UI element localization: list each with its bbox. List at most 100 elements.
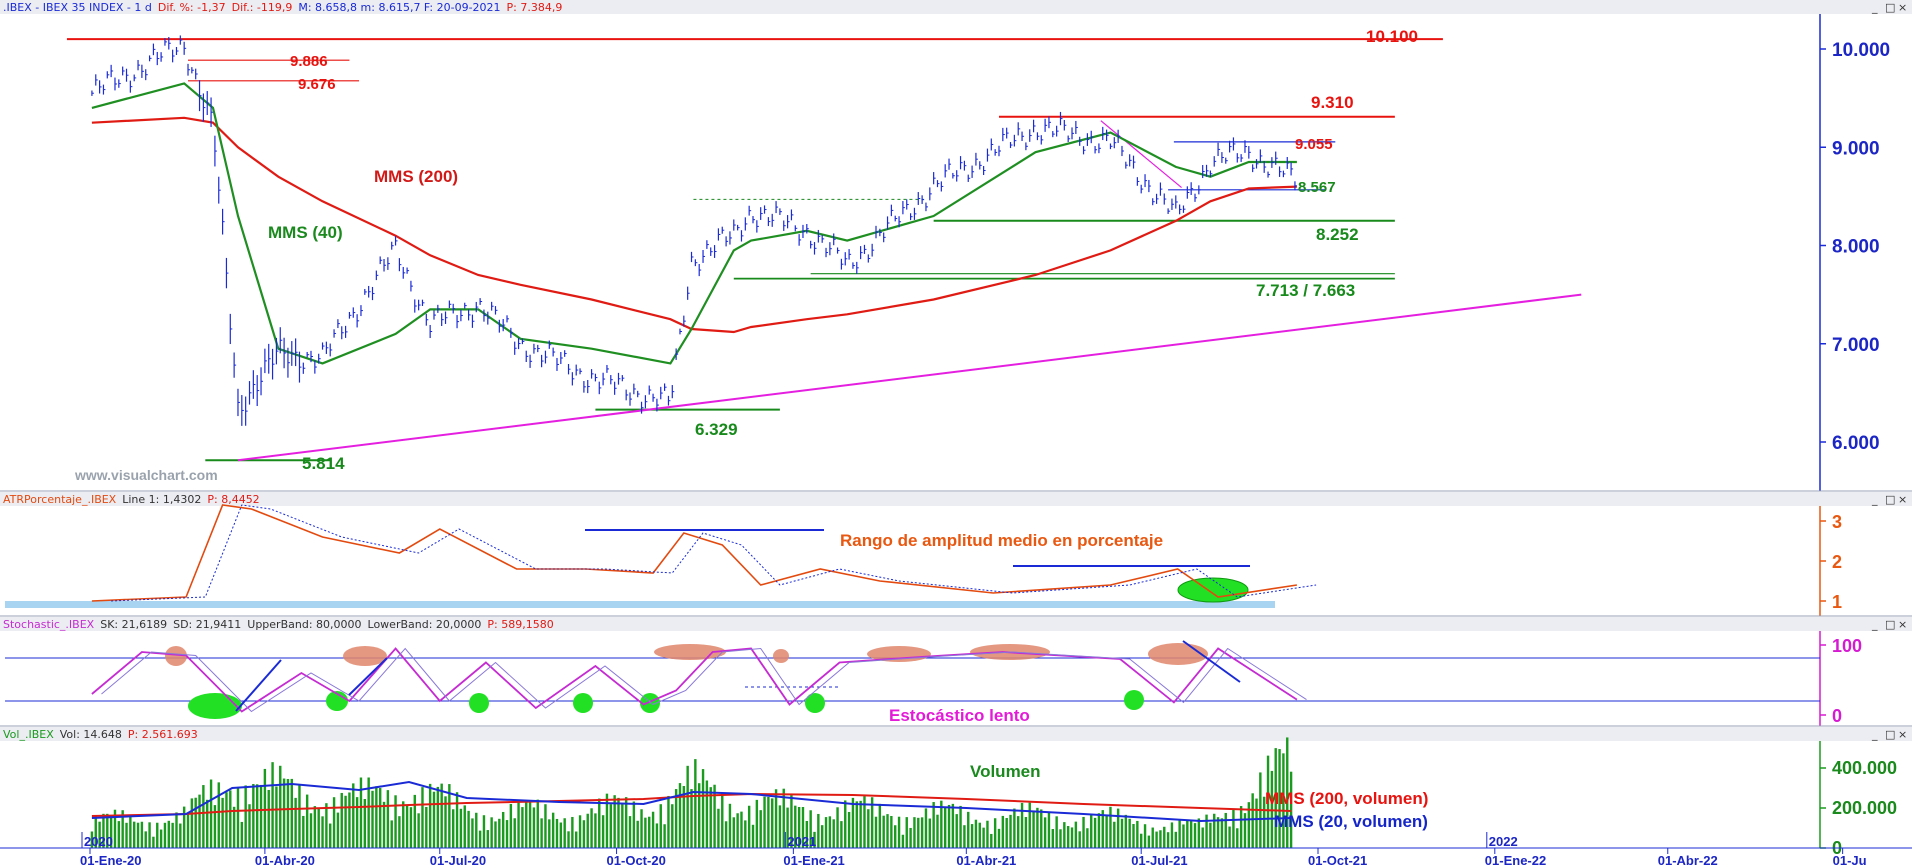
volume-bar: [832, 819, 835, 848]
volume-bar: [682, 786, 686, 848]
maximize-icon[interactable]: □: [1885, 728, 1895, 741]
volume-bar: [294, 797, 297, 848]
volume-bar: [1147, 835, 1151, 848]
maximize-icon[interactable]: □: [1885, 493, 1895, 506]
volume-bar: [1028, 802, 1031, 848]
volume-bar: [1213, 813, 1216, 848]
sto-trendline: [235, 659, 282, 712]
volume-bar: [824, 817, 828, 848]
volume-bar: [501, 811, 505, 848]
level-label-6329: 6.329: [695, 420, 738, 439]
volume-bar: [332, 797, 336, 848]
year-label: 2021: [787, 834, 816, 849]
volume-bar: [313, 806, 317, 848]
level-label-8567: 8.567: [1298, 179, 1336, 196]
volume-bar: [1143, 824, 1147, 848]
sto-oversold-markers: [188, 690, 1144, 719]
volume-bar: [928, 818, 932, 848]
y-tick-label: 10.000: [1832, 40, 1890, 61]
minimize-icon[interactable]: _: [1871, 1, 1878, 14]
volume-bar: [1178, 819, 1181, 848]
volume-bar: [282, 778, 286, 848]
year-label: 2022: [1489, 834, 1518, 849]
x-tick-label: 01-Abr-22: [1658, 853, 1718, 867]
volume-bar: [659, 804, 662, 848]
minimize-icon[interactable]: _: [1871, 728, 1878, 741]
volume-bar: [202, 785, 205, 848]
volume-bar: [475, 812, 478, 848]
volume-ma200: [91, 792, 1292, 817]
volume-bar: [221, 797, 224, 848]
volume-bar: [844, 800, 847, 848]
close-icon[interactable]: ×: [1898, 728, 1907, 741]
volume-bar: [413, 794, 416, 848]
volume-bar: [763, 796, 766, 848]
oversold-marker: [805, 693, 825, 713]
volume-bar: [167, 820, 170, 848]
volume-bar: [1032, 811, 1035, 848]
sto-sd-line: [101, 647, 1307, 713]
volume-bar: [309, 813, 313, 848]
volume-bar: [371, 790, 374, 848]
volume-bar: [886, 814, 889, 848]
volume-bar: [471, 818, 474, 848]
volume-bar: [874, 816, 878, 848]
volume-bar: [567, 831, 570, 848]
volume-bar: [421, 787, 424, 848]
volume-bar: [1059, 829, 1062, 848]
main-levels: [66, 38, 1443, 462]
volume-bar: [1120, 818, 1124, 848]
volume-bar: [1017, 816, 1020, 848]
volume-bar: [1009, 814, 1012, 848]
volume-bar: [878, 803, 882, 848]
volume-bar: [540, 818, 543, 848]
volume-bar: [905, 817, 908, 848]
atr-window-buttons[interactable]: _ □ ×: [1871, 493, 1907, 506]
close-icon[interactable]: ×: [1898, 1, 1907, 14]
sto-window-buttons[interactable]: _ □ ×: [1871, 618, 1907, 631]
volume-bar: [982, 827, 985, 848]
volume-bar: [767, 796, 770, 848]
close-icon[interactable]: ×: [1898, 618, 1907, 631]
volume-bar: [229, 790, 232, 848]
volume-bar: [859, 800, 862, 848]
sto-trendline: [348, 657, 388, 696]
volume-bar: [405, 805, 409, 848]
close-icon[interactable]: ×: [1898, 493, 1907, 506]
volume-bar: [186, 814, 190, 848]
overbought-marker: [1148, 643, 1208, 665]
minimize-icon[interactable]: _: [1871, 618, 1878, 631]
level-label-5814: 5.814: [302, 454, 345, 473]
main-window-buttons[interactable]: _ □ ×: [1871, 1, 1907, 14]
overbought-marker: [343, 646, 387, 666]
volume-bar: [1286, 737, 1289, 848]
oversold-marker: [469, 693, 489, 713]
volume-bar: [402, 801, 405, 848]
vol-window-buttons[interactable]: _ □ ×: [1871, 728, 1907, 741]
y-tick-label: 400.000: [1832, 758, 1897, 778]
volume-bar: [940, 800, 943, 848]
maximize-icon[interactable]: □: [1885, 618, 1895, 631]
vol-ma20-label: MMS (20, volumen): [1274, 812, 1428, 831]
volume-bar: [571, 816, 574, 848]
volume-bar: [217, 782, 220, 848]
volume-bar: [882, 815, 885, 848]
volume-bar: [509, 803, 513, 848]
maximize-icon[interactable]: □: [1885, 1, 1895, 14]
oversold-marker: [188, 693, 242, 719]
volume-bar: [655, 823, 659, 848]
minimize-icon[interactable]: _: [1871, 493, 1878, 506]
volume-bar: [355, 797, 359, 848]
volume-bar: [133, 821, 136, 848]
volume-bar: [171, 822, 174, 848]
volume-bar: [1205, 814, 1208, 848]
x-tick-label: 01-Ene-22: [1485, 853, 1546, 867]
atr-base-band: [5, 601, 1275, 608]
volume-bar: [609, 804, 612, 848]
volume-bar: [805, 821, 809, 848]
volume-bar: [452, 809, 455, 848]
volume-bar: [778, 805, 782, 848]
volume-bar: [740, 811, 743, 848]
level-label-9886: 9.886: [290, 53, 328, 70]
volume-bar: [970, 824, 974, 848]
